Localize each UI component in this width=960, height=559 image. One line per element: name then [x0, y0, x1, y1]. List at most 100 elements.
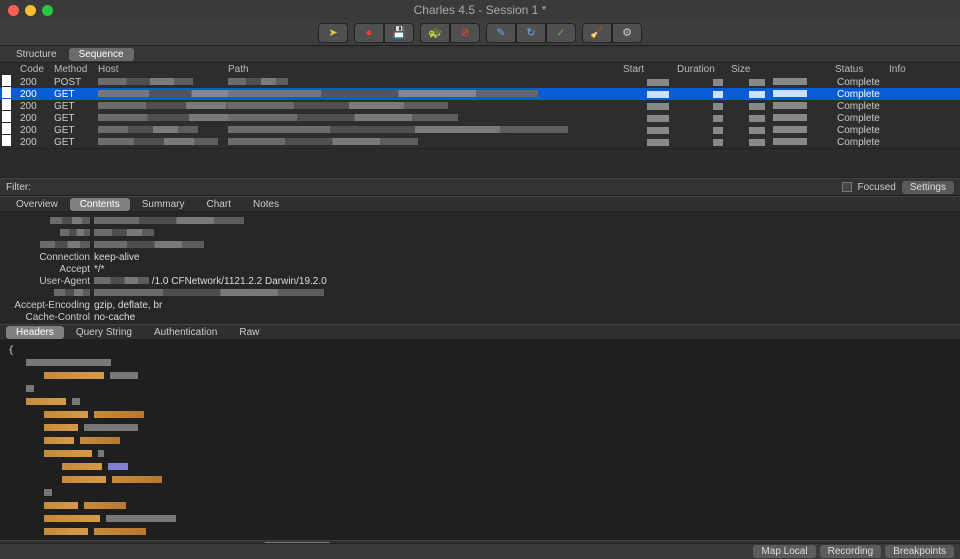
header-key: Cache-Control — [6, 312, 90, 324]
header-key — [6, 288, 90, 300]
cell-method: GET — [54, 113, 98, 124]
toolbar-throttle-button[interactable]: 🐢 — [420, 23, 450, 43]
settings-button[interactable]: Settings — [902, 181, 954, 194]
toolbar-tool-button[interactable]: 🧹 — [582, 23, 612, 43]
cell-path — [228, 113, 623, 124]
column-header[interactable]: Method — [54, 64, 98, 75]
json-line — [8, 357, 952, 370]
toolbar-stop-button[interactable]: ⊘ — [450, 23, 480, 43]
header-key — [6, 240, 90, 252]
header-key: User-Agent — [6, 276, 90, 288]
table-row[interactable]: 200GETComplete — [0, 100, 960, 112]
cell-size — [731, 139, 773, 146]
cell-path — [228, 77, 623, 88]
table-row[interactable]: 200GETComplete — [0, 88, 960, 100]
cell-host — [98, 125, 228, 136]
cell-status: Complete — [835, 113, 889, 124]
toolbar-gear-button[interactable]: ⚙ — [612, 23, 642, 43]
json-line — [8, 448, 952, 461]
req-subtab-authentication[interactable]: Authentication — [144, 326, 227, 339]
cell-size — [731, 103, 773, 110]
column-header[interactable]: Start — [623, 64, 677, 75]
toolbar-refresh-button[interactable]: ↻ — [516, 23, 546, 43]
stop-icon: ⊘ — [460, 26, 469, 39]
table-row[interactable]: 200GETComplete — [0, 112, 960, 124]
document-icon — [2, 99, 11, 110]
header-line — [6, 216, 954, 228]
cell-path — [228, 137, 623, 148]
focused-label: Focused — [858, 182, 896, 193]
footer-map-local-button[interactable]: Map Local — [753, 545, 815, 558]
cell-start — [623, 127, 677, 134]
header-value — [94, 288, 324, 300]
column-header[interactable]: Duration — [677, 64, 731, 75]
request-table: CodeMethodHostPathStartDurationSize Statu… — [0, 63, 960, 148]
detail-tab-contents[interactable]: Contents — [70, 198, 130, 211]
cell-host — [98, 137, 228, 148]
json-line — [8, 461, 952, 474]
header-value: no-cache — [94, 312, 135, 324]
cell-bar — [773, 89, 835, 100]
document-icon — [2, 135, 11, 146]
toolbar-edit-button[interactable]: ✎ — [486, 23, 516, 43]
cell-method: POST — [54, 77, 98, 88]
table-row[interactable]: 200POSTComplete — [0, 76, 960, 88]
cell-code: 200 — [20, 101, 54, 112]
document-icon — [2, 75, 11, 86]
toolbar-save-button[interactable]: 💾 — [384, 23, 414, 43]
req-subtab-raw[interactable]: Raw — [229, 326, 269, 339]
header-key — [6, 228, 90, 240]
cell-duration — [677, 139, 731, 146]
header-line — [6, 288, 954, 300]
column-header[interactable]: Size — [731, 64, 773, 75]
column-header[interactable]: Status — [835, 64, 889, 75]
toolbar-cursor-button[interactable]: ➤ — [318, 23, 348, 43]
column-header[interactable]: Host — [98, 64, 228, 75]
cell-start — [623, 139, 677, 146]
header-value — [94, 228, 154, 240]
json-line — [8, 526, 952, 539]
req-subtab-headers[interactable]: Headers — [6, 326, 64, 339]
cell-path — [228, 101, 623, 112]
json-line — [8, 474, 952, 487]
cell-code: 200 — [20, 89, 54, 100]
header-value: /1.0 CFNetwork/1121.2.2 Darwin/19.2.0 — [94, 276, 327, 288]
column-header[interactable]: Path — [228, 64, 623, 75]
json-line — [8, 500, 952, 513]
header-line: Accept-Encodinggzip, deflate, br — [6, 300, 954, 312]
column-header[interactable]: Code — [20, 64, 54, 75]
view-tab-sequence[interactable]: Sequence — [69, 48, 134, 61]
footer-recording-button[interactable]: Recording — [820, 545, 882, 558]
tool-icon: 🧹 — [590, 26, 604, 39]
response-body-pane: { — [0, 340, 960, 540]
header-line: User-Agent /1.0 CFNetwork/1121.2.2 Darwi… — [6, 276, 954, 288]
table-row[interactable]: 200GETComplete — [0, 136, 960, 148]
table-row[interactable]: 200GETComplete — [0, 124, 960, 136]
cell-bar — [773, 101, 835, 112]
json-line — [8, 370, 952, 383]
detail-tab-overview[interactable]: Overview — [6, 198, 68, 211]
footer-breakpoints-button[interactable]: Breakpoints — [885, 545, 954, 558]
focused-checkbox[interactable] — [842, 182, 852, 192]
toolbar-check-button[interactable]: ✓ — [546, 23, 576, 43]
spacer — [0, 148, 960, 178]
header-value — [94, 216, 244, 228]
json-line — [8, 396, 952, 409]
window-title: Charles 4.5 - Session 1 * — [0, 3, 960, 17]
cell-size — [731, 115, 773, 122]
header-line — [6, 228, 954, 240]
req-subtab-query-string[interactable]: Query String — [66, 326, 142, 339]
toolbar-record-button[interactable]: ● — [354, 23, 384, 43]
header-line — [6, 240, 954, 252]
record-icon: ● — [366, 27, 373, 39]
column-header[interactable]: Info — [889, 64, 949, 75]
document-icon — [2, 87, 11, 98]
cell-duration — [677, 79, 731, 86]
detail-tab-summary[interactable]: Summary — [132, 198, 195, 211]
detail-tabs: OverviewContentsSummaryChartNotes — [0, 196, 960, 212]
view-tab-structure[interactable]: Structure — [6, 48, 67, 61]
cell-code: 200 — [20, 125, 54, 136]
detail-tab-chart[interactable]: Chart — [197, 198, 241, 211]
cell-bar — [773, 77, 835, 88]
detail-tab-notes[interactable]: Notes — [243, 198, 289, 211]
